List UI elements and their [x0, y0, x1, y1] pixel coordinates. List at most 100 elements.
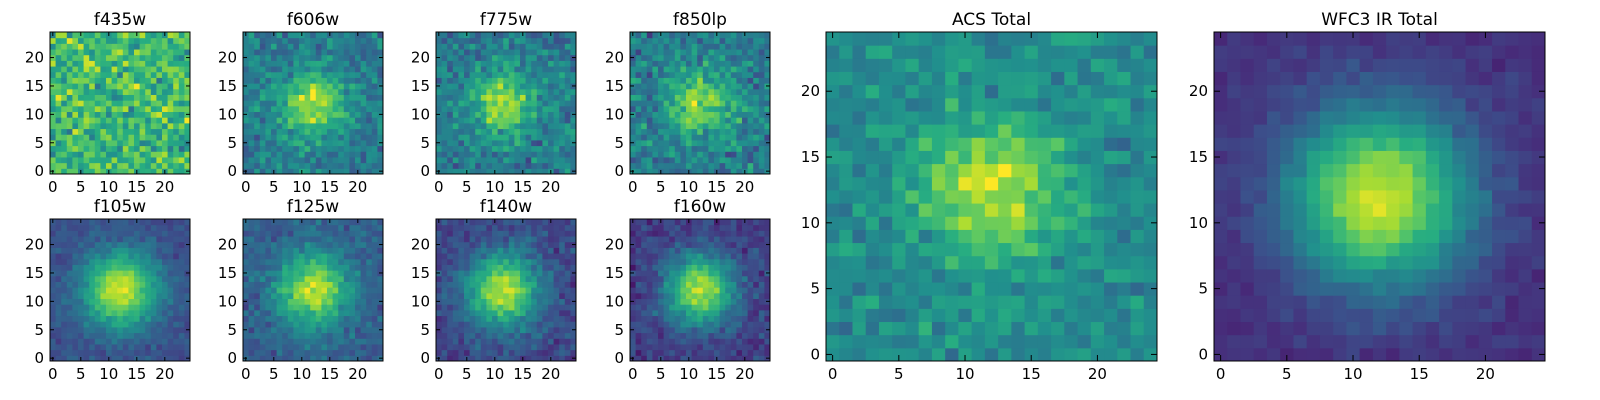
- heatmap-cell: [514, 83, 521, 90]
- heatmap-cell: [469, 281, 476, 288]
- heatmap-cell: [315, 247, 322, 254]
- heatmap-cell: [635, 122, 642, 130]
- heatmap-cell: [94, 298, 101, 305]
- heatmap-cell: [475, 156, 482, 164]
- heatmap-cell: [94, 338, 101, 345]
- heatmap-cell: [128, 49, 135, 56]
- heatmap-cell: [111, 247, 118, 254]
- heatmap-cell: [469, 100, 476, 107]
- heatmap-cell: [503, 332, 510, 339]
- heatmap-cell: [128, 139, 135, 147]
- heatmap-cell: [686, 151, 693, 158]
- heatmap-cell: [730, 134, 737, 141]
- heatmap-cell: [377, 343, 384, 351]
- heatmap-cell: [469, 264, 476, 271]
- heatmap-cell: [652, 349, 659, 356]
- heatmap-cell: [94, 287, 101, 294]
- heatmap-cell: [646, 332, 653, 339]
- heatmap-cell: [50, 321, 57, 328]
- heatmap-cell: [674, 292, 681, 300]
- heatmap-cell: [725, 54, 732, 61]
- heatmap-cell: [686, 162, 693, 169]
- heatmap-cell: [635, 151, 642, 158]
- heatmap-cell: [184, 349, 191, 356]
- heatmap-cell: [117, 338, 124, 345]
- heatmap-cell: [178, 128, 185, 135]
- heatmap-cell: [663, 298, 670, 305]
- heatmap-cell: [83, 332, 90, 339]
- x-tick-label: 5: [462, 178, 472, 196]
- heatmap-cell: [111, 236, 118, 243]
- heatmap-cell: [475, 88, 482, 95]
- heatmap-cell: [674, 332, 681, 339]
- heatmap-cell: [94, 270, 101, 277]
- heatmap-cell: [66, 168, 73, 175]
- heatmap-cell: [686, 117, 693, 124]
- heatmap-cell: [531, 309, 538, 317]
- heatmap-cell: [243, 281, 250, 288]
- heatmap-cell: [122, 77, 129, 84]
- heatmap-cell: [360, 247, 367, 254]
- heatmap-cell: [178, 151, 185, 158]
- heatmap-cell: [173, 281, 180, 288]
- heatmap-cell: [315, 117, 322, 124]
- heatmap-cell: [315, 156, 322, 164]
- heatmap-cell: [564, 43, 571, 50]
- heatmap-cell: [122, 111, 129, 118]
- heatmap-cell: [310, 253, 317, 260]
- heatmap-cell: [736, 304, 743, 311]
- heatmap-cell: [564, 315, 571, 322]
- heatmap-cell: [304, 326, 311, 334]
- heatmap-cell: [646, 37, 653, 44]
- heatmap-cell: [531, 168, 538, 175]
- heatmap-cell: [503, 343, 510, 351]
- heatmap-cell: [559, 281, 566, 288]
- heatmap-cell: [377, 151, 384, 158]
- heatmap-cell: [72, 139, 79, 147]
- heatmap-cell: [492, 134, 499, 141]
- heatmap-cell: [508, 321, 515, 328]
- heatmap-cell: [758, 281, 765, 288]
- heatmap-cell: [730, 94, 737, 101]
- heatmap-cell: [658, 71, 665, 78]
- heatmap-cell: [162, 298, 169, 305]
- heatmap-cell: [366, 128, 373, 135]
- heatmap-cell: [259, 270, 266, 277]
- heatmap-cell: [542, 168, 549, 175]
- heatmap-cell: [480, 83, 487, 90]
- heatmap-cell: [686, 309, 693, 317]
- heatmap-cell: [559, 77, 566, 84]
- heatmap-cell: [94, 94, 101, 101]
- heatmap-cell: [167, 54, 174, 61]
- heatmap-cell: [747, 49, 754, 56]
- heatmap-cell: [542, 264, 549, 271]
- heatmap-cell: [674, 315, 681, 322]
- heatmap-cell: [117, 145, 124, 152]
- heatmap-cell: [327, 258, 334, 265]
- heatmap-cell: [736, 338, 743, 345]
- heatmap-cell: [355, 270, 362, 277]
- heatmap-cell: [553, 292, 560, 300]
- heatmap-cell: [691, 275, 698, 282]
- heatmap-cell: [753, 88, 760, 95]
- heatmap-cell: [669, 332, 676, 339]
- heatmap-cell: [480, 224, 487, 231]
- heatmap-cell: [742, 54, 749, 61]
- heatmap-cell: [304, 49, 311, 56]
- heatmap-cell: [758, 88, 765, 95]
- panel-title: f125w: [287, 197, 339, 217]
- heatmap-cell: [173, 77, 180, 84]
- heatmap-cell: [271, 83, 278, 90]
- heatmap-cell: [310, 145, 317, 152]
- heatmap-cell: [111, 77, 118, 84]
- heatmap-cell: [248, 60, 255, 67]
- heatmap-cell: [321, 88, 328, 95]
- heatmap-cell: [570, 349, 577, 356]
- heatmap-cell: [343, 298, 350, 305]
- heatmap-cell: [355, 83, 362, 90]
- heatmap-cell: [702, 60, 709, 67]
- heatmap-cell: [531, 151, 538, 158]
- heatmap-cell: [559, 219, 566, 226]
- heatmap-cell: [480, 128, 487, 135]
- heatmap-cell: [78, 83, 85, 90]
